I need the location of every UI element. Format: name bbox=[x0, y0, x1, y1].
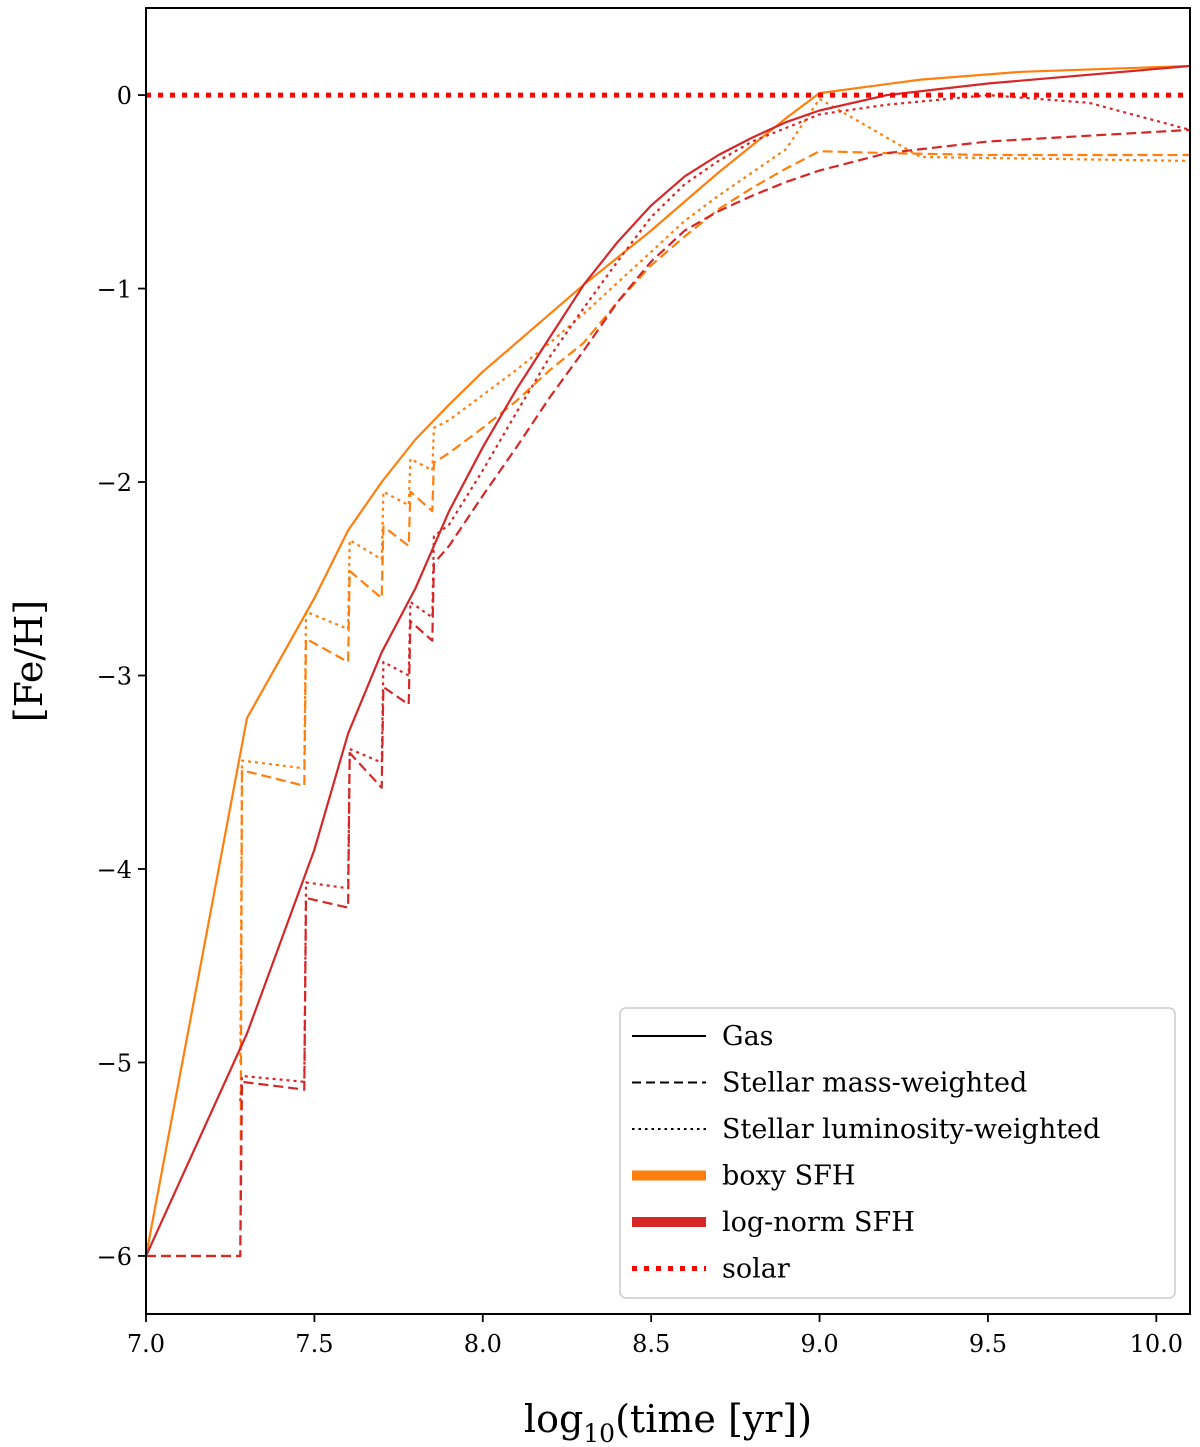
legend-label: boxy SFH bbox=[722, 1161, 855, 1192]
x-tick-label: 10.0 bbox=[1130, 1330, 1183, 1358]
series-line-boxy-lum bbox=[239, 97, 1190, 1063]
series-line-lognorm-mass bbox=[146, 128, 1190, 1258]
plot-frame bbox=[145, 7, 1191, 1315]
legend: Gas Stellar mass-weighted Stellar luminosi… bbox=[619, 1007, 1176, 1299]
legend-label: Stellar luminosity-weighted bbox=[722, 1114, 1100, 1145]
x-tick-label: 7.5 bbox=[295, 1330, 333, 1358]
y-tick-label: −2 bbox=[97, 469, 132, 497]
x-axis-title-subscript: 10 bbox=[583, 1419, 615, 1447]
y-tick-label: −3 bbox=[97, 663, 132, 691]
series-line-lognorm-lum bbox=[239, 93, 1190, 1102]
y-tick-label: 0 bbox=[117, 82, 132, 110]
y-tick-label: −5 bbox=[97, 1049, 132, 1077]
x-axis-title-rest: (time [yr]) bbox=[615, 1397, 812, 1441]
legend-box bbox=[619, 1007, 1176, 1299]
legend-label: solar bbox=[722, 1254, 790, 1285]
y-tick-label: −6 bbox=[97, 1243, 132, 1271]
x-tick-label: 9.5 bbox=[969, 1330, 1007, 1358]
series-line-boxy-mass bbox=[146, 150, 1190, 1258]
legend-label: Gas bbox=[722, 1021, 774, 1052]
x-tick-label: 9.0 bbox=[800, 1330, 838, 1358]
x-axis-title: log10(time [yr]) bbox=[524, 1397, 812, 1447]
legend-label: Stellar mass-weighted bbox=[722, 1068, 1027, 1099]
y-tick-label: −1 bbox=[97, 276, 132, 304]
x-axis-title-base: log bbox=[524, 1397, 583, 1441]
series-line-lognorm-gas bbox=[146, 64, 1190, 1257]
legend-label: log-norm SFH bbox=[722, 1207, 915, 1238]
x-tick-label: 8.0 bbox=[464, 1330, 502, 1358]
x-tick-label: 8.5 bbox=[632, 1330, 670, 1358]
y-axis-title: [Fe/H] bbox=[7, 600, 51, 722]
y-tick-label: −4 bbox=[97, 856, 132, 884]
x-tick-label: 7.0 bbox=[127, 1330, 165, 1358]
